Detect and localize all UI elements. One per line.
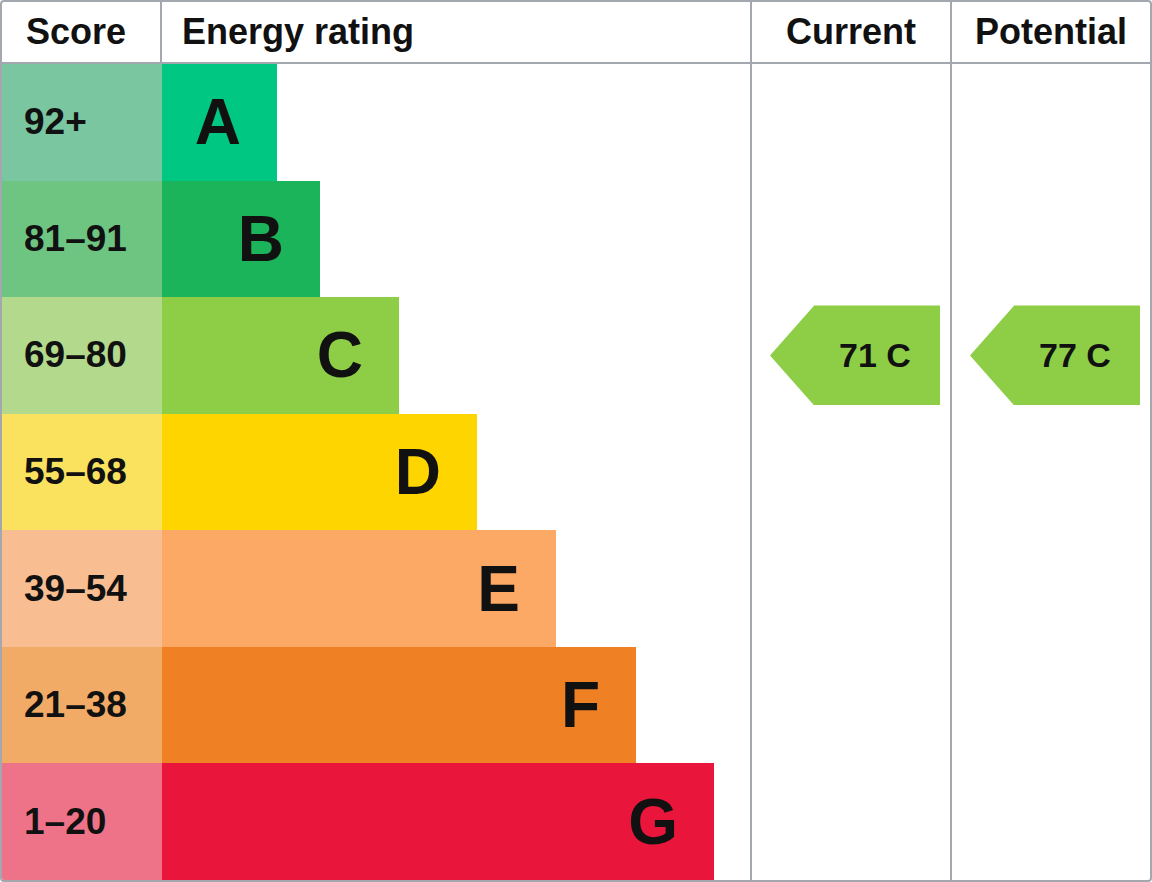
current-column: 71 C [750, 64, 950, 880]
rating-bar-cell: A [162, 64, 750, 181]
current-arrow-slot: 71 C [752, 297, 950, 414]
potential-rating-label: 77 C [1039, 336, 1111, 375]
rating-bar: D [162, 414, 477, 531]
rating-bar: A [162, 64, 277, 181]
score-label: 39–54 [24, 568, 127, 610]
header-potential: Potential [950, 2, 1150, 64]
rating-bar: C [162, 297, 399, 414]
rating-bar: G [162, 763, 714, 880]
potential-rating-arrow-icon: 77 C [970, 305, 1140, 405]
score-cell: 81–91 [2, 181, 162, 298]
rating-bar-cell: D [162, 414, 750, 531]
score-cell: 39–54 [2, 530, 162, 647]
header-energy-rating: Energy rating [162, 2, 750, 64]
current-rating-label: 71 C [839, 336, 911, 375]
rating-bar: F [162, 647, 636, 764]
score-cell: 69–80 [2, 297, 162, 414]
rating-bar-cell: E [162, 530, 750, 647]
score-label: 81–91 [24, 218, 127, 260]
rating-bar-cell: G [162, 763, 750, 880]
rating-letter: E [477, 557, 520, 621]
rating-letter: G [628, 790, 678, 854]
current-rating-arrow-icon: 71 C [770, 305, 940, 405]
score-cell: 1–20 [2, 763, 162, 880]
rating-bar-cell: F [162, 647, 750, 764]
rating-letter: A [195, 90, 241, 154]
epc-rating-chart: Score Energy rating Current Potential 92… [0, 0, 1152, 882]
score-label: 69–80 [24, 334, 127, 376]
rating-bar: B [162, 181, 320, 298]
rating-letter: C [317, 323, 363, 387]
rating-letter: F [561, 673, 600, 737]
rating-bar-cell: B [162, 181, 750, 298]
score-label: 55–68 [24, 451, 127, 493]
rating-letter: D [395, 440, 441, 504]
rating-bar: E [162, 530, 556, 647]
score-label: 21–38 [24, 684, 127, 726]
rating-letter: B [238, 207, 284, 271]
potential-column: 77 C [950, 64, 1150, 880]
score-label: 1–20 [24, 801, 106, 843]
score-cell: 92+ [2, 64, 162, 181]
score-cell: 21–38 [2, 647, 162, 764]
header-current: Current [750, 2, 950, 64]
rating-bar-cell: C [162, 297, 750, 414]
score-cell: 55–68 [2, 414, 162, 531]
score-label: 92+ [24, 101, 87, 143]
potential-arrow-slot: 77 C [952, 297, 1150, 414]
header-score: Score [2, 2, 162, 64]
